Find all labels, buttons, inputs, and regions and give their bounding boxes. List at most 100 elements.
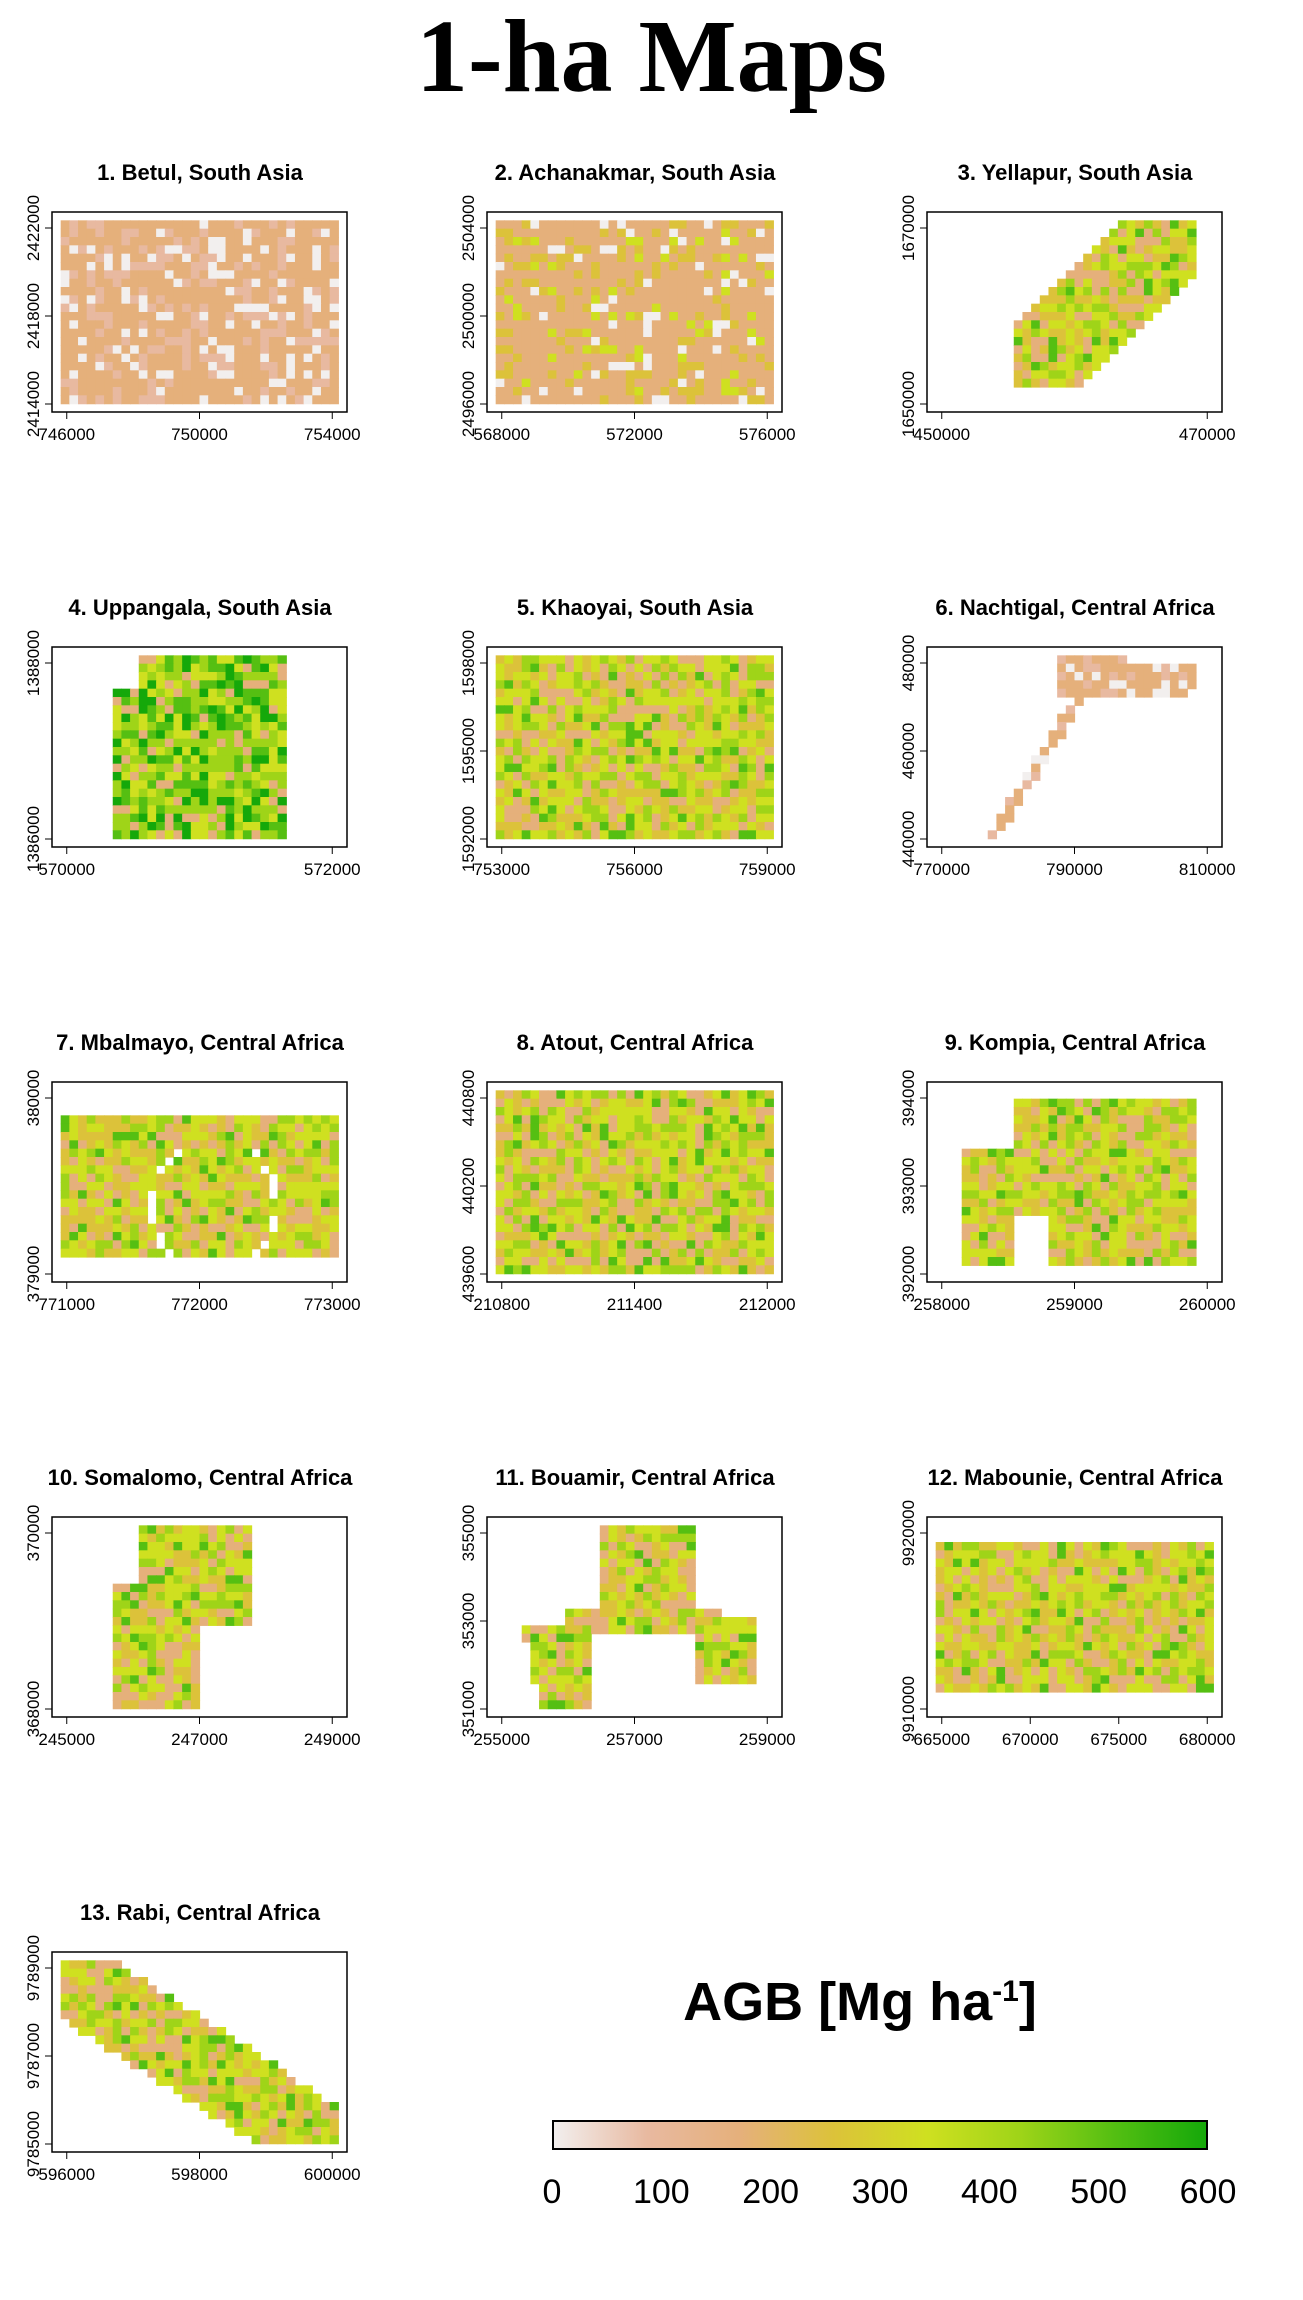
raster-cell <box>996 1257 1006 1266</box>
raster-cell <box>260 353 270 363</box>
raster-cell <box>1083 1148 1093 1158</box>
raster-cell <box>530 253 540 263</box>
raster-cell <box>721 680 731 690</box>
raster-cell <box>1065 303 1076 313</box>
raster-cell <box>208 1240 218 1250</box>
raster-cell <box>156 378 166 388</box>
raster-cell <box>599 780 610 790</box>
raster-cell <box>1048 353 1058 363</box>
raster-cell <box>573 228 584 238</box>
raster-cell <box>513 1240 523 1250</box>
y-tick-label: 379000 <box>24 1246 43 1303</box>
raster-cell <box>547 655 558 665</box>
raster-cell <box>1143 688 1154 698</box>
raster-cell <box>625 1198 636 1208</box>
raster-cell <box>182 1215 192 1225</box>
raster-cell <box>303 253 313 263</box>
raster-cell <box>703 312 714 321</box>
raster-cell <box>1057 1098 1067 1108</box>
raster-cell <box>112 763 123 773</box>
raster-cell <box>530 672 540 681</box>
raster-cell <box>721 328 731 338</box>
raster-cell <box>242 655 253 665</box>
raster-cell <box>138 738 149 748</box>
raster-cell <box>686 763 696 773</box>
raster-cell <box>530 655 540 665</box>
raster-cell <box>521 237 531 246</box>
raster-cell <box>738 1140 748 1150</box>
raster-cell <box>712 822 722 831</box>
raster-cell <box>617 1215 627 1225</box>
raster-cell <box>182 1650 192 1660</box>
agb-raster <box>495 220 774 405</box>
raster-cell <box>216 1248 227 1258</box>
raster-cell <box>764 303 774 313</box>
raster-cell <box>1126 1165 1136 1175</box>
raster-cell <box>1117 1140 1128 1150</box>
raster-cell <box>199 755 209 765</box>
raster-cell <box>1013 1148 1024 1158</box>
raster-cell <box>234 663 244 673</box>
raster-cell <box>1109 328 1119 338</box>
raster-cell <box>277 287 287 296</box>
raster-cell <box>1143 1107 1154 1116</box>
raster-cell <box>643 220 653 230</box>
raster-cell <box>216 680 227 690</box>
raster-cell <box>987 1165 998 1175</box>
raster-cell <box>643 1140 653 1150</box>
raster-cell <box>199 1157 209 1166</box>
raster-cell <box>1187 1157 1197 1166</box>
raster-cell <box>660 1223 670 1233</box>
raster-cell <box>582 270 592 280</box>
raster-cell <box>216 705 227 715</box>
raster-cell <box>268 1115 279 1125</box>
raster-cell <box>1152 1140 1162 1150</box>
raster-cell <box>738 345 748 355</box>
raster-cell <box>1178 1240 1188 1250</box>
raster-cell <box>312 362 322 371</box>
raster-cell <box>104 1248 114 1258</box>
raster-cell <box>617 747 627 756</box>
raster-cell <box>651 1115 662 1125</box>
raster-cell <box>242 688 253 698</box>
raster-cell <box>260 1182 270 1191</box>
raster-cell <box>208 1592 218 1601</box>
raster-cell <box>565 738 575 748</box>
raster-cell <box>104 1198 114 1208</box>
raster-cell <box>539 228 549 238</box>
raster-cell <box>591 755 601 765</box>
raster-cell <box>712 1265 722 1275</box>
raster-cell <box>225 1140 235 1150</box>
raster-cell <box>608 362 618 371</box>
raster-cell <box>1065 353 1076 363</box>
raster-cell <box>712 378 722 388</box>
y-tick-label: 1388000 <box>24 630 43 696</box>
raster-cell <box>164 1223 175 1233</box>
raster-cell <box>320 1157 331 1166</box>
raster-cell <box>712 278 722 288</box>
raster-cell <box>608 287 618 296</box>
raster-cell <box>513 738 523 748</box>
raster-cell <box>591 1265 601 1275</box>
raster-cell <box>1100 1182 1110 1191</box>
raster-cell <box>608 1265 618 1275</box>
raster-cell <box>1005 1182 1015 1191</box>
raster-cell <box>1117 228 1128 238</box>
raster-cell <box>130 1140 140 1150</box>
raster-cell <box>625 1098 636 1108</box>
raster-cell <box>591 270 601 280</box>
raster-cell <box>729 1257 740 1266</box>
raster-cell <box>686 237 696 246</box>
raster-cell <box>95 1190 105 1200</box>
raster-cell <box>329 1115 339 1125</box>
raster-cell <box>164 1583 175 1593</box>
raster-cell <box>547 1198 558 1208</box>
raster-cell <box>130 303 140 313</box>
raster-cell <box>669 663 679 673</box>
raster-cell <box>112 1140 123 1150</box>
raster-cell <box>703 813 714 823</box>
raster-cell <box>260 730 270 740</box>
raster-cell <box>686 1190 696 1200</box>
raster-cell <box>712 387 722 396</box>
raster-cell <box>738 763 748 773</box>
